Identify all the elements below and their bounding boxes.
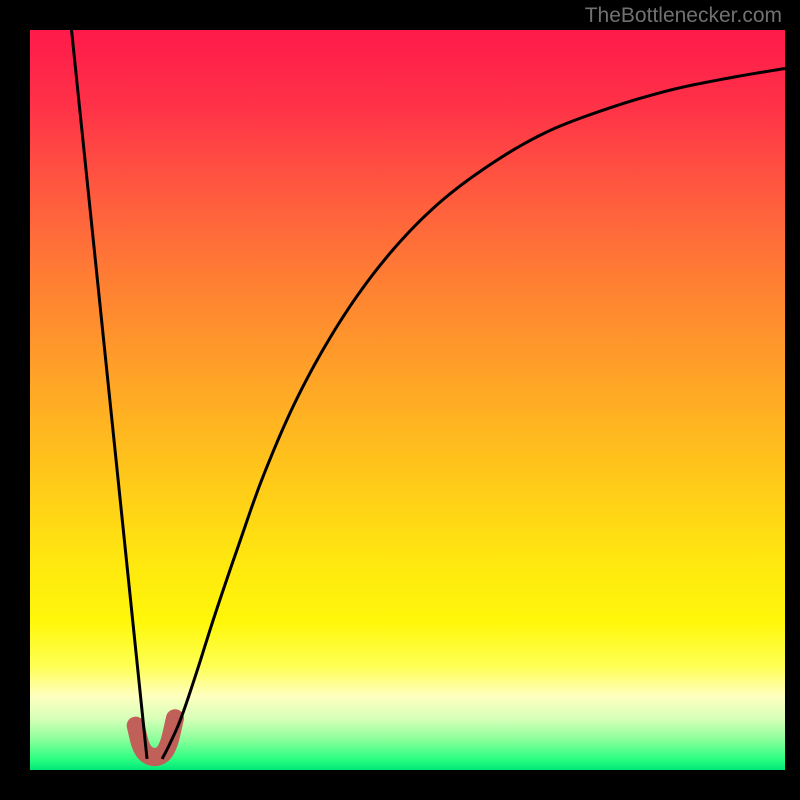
watermark-text: TheBottlenecker.com xyxy=(585,4,782,28)
plot-area xyxy=(30,30,785,770)
valley-marker xyxy=(136,718,175,757)
chart-curves xyxy=(30,30,785,770)
left-descending-line xyxy=(72,30,147,759)
right-asymptote-curve xyxy=(162,68,785,758)
